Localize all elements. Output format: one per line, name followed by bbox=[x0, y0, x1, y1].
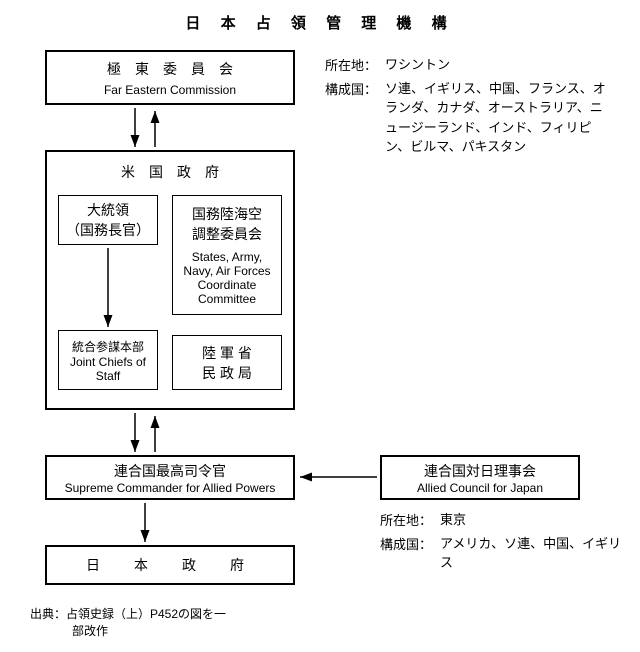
jpgov-label: 日 本 政 府 bbox=[86, 555, 254, 575]
swcc-jp2: 調整委員会 bbox=[192, 224, 262, 244]
source-l1: 出典：占領史録（上）P452の図を一 bbox=[30, 605, 290, 622]
jcs-box: 統合参謀本部 Joint Chiefs of Staff bbox=[58, 330, 158, 390]
swcc-en4: Committee bbox=[198, 292, 256, 306]
army-jp2: 民 政 局 bbox=[202, 363, 252, 383]
usgov-label: 米 国 政 府 bbox=[47, 162, 293, 182]
source-l2: 部改作 bbox=[72, 622, 290, 639]
jcs-en1: Joint Chiefs of bbox=[70, 355, 146, 369]
acj-info: 所在地： 東京 構成国： アメリカ、ソ連、中国、イギリス bbox=[380, 510, 630, 573]
scap-jp: 連合国最高司令官 bbox=[114, 461, 226, 481]
president-jp2: （国務長官） bbox=[66, 220, 150, 240]
fec-mem-label: 構成国： bbox=[325, 79, 385, 157]
jcs-en2: Staff bbox=[96, 369, 120, 383]
scap-en: Supreme Commander for Allied Powers bbox=[65, 481, 276, 495]
fec-info: 所在地： ワシントン 構成国： ソ連、イギリス、中国、フランス、オランダ、カナダ… bbox=[325, 55, 625, 157]
swcc-box: 国務陸海空 調整委員会 States, Army, Navy, Air Forc… bbox=[172, 195, 282, 315]
jcs-jp: 統合参謀本部 bbox=[72, 338, 144, 355]
acj-mem-label: 構成国： bbox=[380, 534, 440, 573]
president-jp1: 大統領 bbox=[87, 200, 129, 220]
fec-jp: 極 東 委 員 会 bbox=[107, 59, 233, 79]
swcc-en1: States, Army, bbox=[192, 250, 262, 264]
fec-mem: ソ連、イギリス、中国、フランス、オランダ、カナダ、オーストラリア、ニュージーラン… bbox=[385, 79, 615, 157]
army-box: 陸 軍 省 民 政 局 bbox=[172, 335, 282, 390]
acj-loc-label: 所在地： bbox=[380, 510, 440, 530]
fec-box: 極 東 委 員 会 Far Eastern Commission bbox=[45, 50, 295, 105]
acj-en: Allied Council for Japan bbox=[417, 481, 543, 495]
acj-jp: 連合国対日理事会 bbox=[424, 461, 536, 481]
acj-mem: アメリカ、ソ連、中国、イギリス bbox=[440, 534, 630, 573]
jpgov-box: 日 本 政 府 bbox=[45, 545, 295, 585]
fec-loc: ワシントン bbox=[385, 55, 450, 75]
swcc-jp1: 国務陸海空 bbox=[192, 204, 262, 224]
swcc-en2: Navy, Air Forces bbox=[183, 264, 270, 278]
fec-en: Far Eastern Commission bbox=[104, 83, 236, 97]
source: 出典：占領史録（上）P452の図を一 部改作 bbox=[30, 605, 290, 639]
army-jp1: 陸 軍 省 bbox=[202, 343, 252, 363]
page-title: 日 本 占 領 管 理 機 構 bbox=[0, 12, 640, 33]
scap-box: 連合国最高司令官 Supreme Commander for Allied Po… bbox=[45, 455, 295, 500]
swcc-en3: Coordinate bbox=[198, 278, 257, 292]
fec-loc-label: 所在地： bbox=[325, 55, 385, 75]
president-box: 大統領 （国務長官） bbox=[58, 195, 158, 245]
acj-loc: 東京 bbox=[440, 510, 466, 530]
acj-box: 連合国対日理事会 Allied Council for Japan bbox=[380, 455, 580, 500]
